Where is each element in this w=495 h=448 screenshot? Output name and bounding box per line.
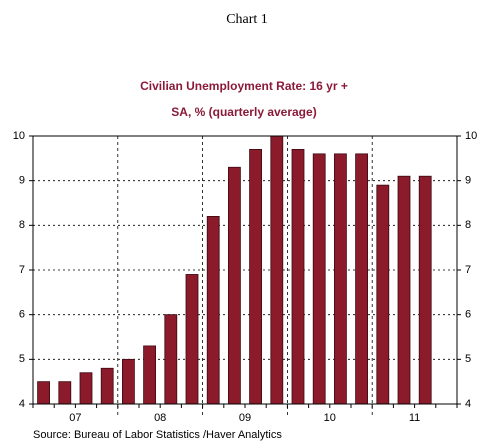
bar <box>206 215 220 405</box>
y-tick-label: 10 <box>13 130 25 142</box>
y-tick-label: 4 <box>19 398 25 410</box>
bar <box>100 367 114 405</box>
y2-tick-label: 5 <box>465 353 471 365</box>
y2-tick-label: 4 <box>465 398 471 410</box>
chart-title: Civilian Unemployment Rate: 16 yr + <box>140 79 348 93</box>
bar <box>312 153 326 405</box>
bar <box>122 358 135 405</box>
y2-tick-label: 10 <box>465 130 477 142</box>
bar <box>185 274 199 405</box>
y2-tick-label: 9 <box>465 175 471 187</box>
x-tick-label: 10 <box>324 412 336 424</box>
chart-header: Chart 1 <box>226 12 268 27</box>
bar <box>418 175 432 405</box>
bar <box>164 314 178 405</box>
bar <box>270 135 284 405</box>
plot-frame <box>32 135 458 405</box>
y-tick-label: 9 <box>19 175 25 187</box>
bar <box>397 175 411 405</box>
x-tick-label: 11 <box>409 412 420 424</box>
bar <box>291 148 305 405</box>
bar <box>249 148 263 405</box>
x-tick-label: 07 <box>69 412 81 424</box>
y-tick-label: 5 <box>19 353 25 365</box>
y-tick-label: 8 <box>19 219 25 231</box>
y2-tick-label: 7 <box>465 264 471 276</box>
bar <box>58 381 72 405</box>
x-tick-label: 09 <box>239 412 251 424</box>
y-tick-label: 6 <box>19 309 25 321</box>
chart-subtitle: SA, % (quarterly average) <box>171 105 316 119</box>
bar <box>37 381 50 405</box>
bar <box>79 372 93 405</box>
y2-tick-label: 8 <box>465 219 471 231</box>
source-note: Source: Bureau of Labor Statistics /Have… <box>33 429 282 441</box>
bar <box>143 345 157 405</box>
y2-tick-label: 6 <box>465 309 471 321</box>
bar <box>355 153 369 405</box>
bar <box>333 153 347 405</box>
y-tick-label: 7 <box>19 264 25 276</box>
bar <box>227 166 241 405</box>
bar <box>376 184 390 405</box>
x-tick-label: 08 <box>154 412 166 424</box>
